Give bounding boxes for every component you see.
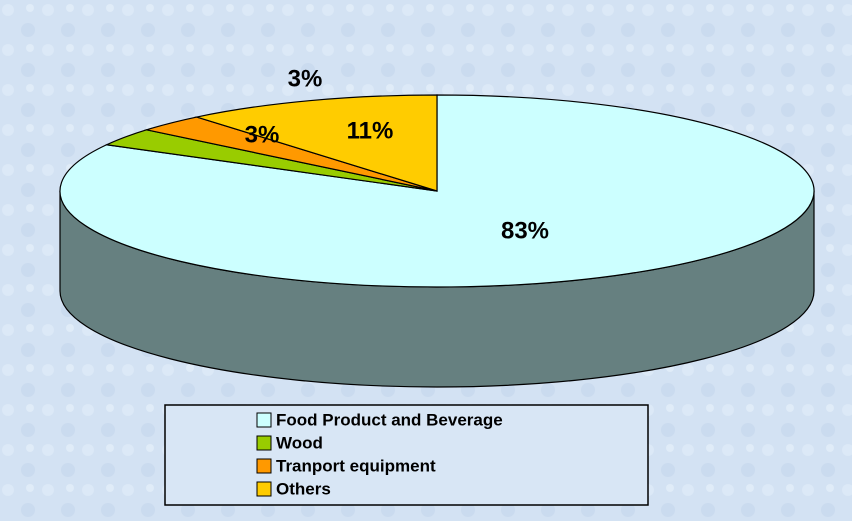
legend-label: Others <box>276 479 331 498</box>
legend-swatch <box>256 435 272 451</box>
data-label: 83% <box>501 217 549 244</box>
slice <box>59 94 815 288</box>
legend-label: Tranport equipment <box>276 456 436 475</box>
legend-label: Food Product and Beverage <box>276 410 503 429</box>
slice <box>194 94 438 192</box>
legend-swatch <box>256 412 272 428</box>
legend-swatch <box>256 458 272 474</box>
legend-box <box>164 404 649 506</box>
data-label: 3% <box>288 65 323 92</box>
legend-swatch <box>256 481 272 497</box>
data-label: 3% <box>245 121 280 148</box>
legend-label: Wood <box>276 433 323 452</box>
data-label: 11% <box>347 117 394 144</box>
